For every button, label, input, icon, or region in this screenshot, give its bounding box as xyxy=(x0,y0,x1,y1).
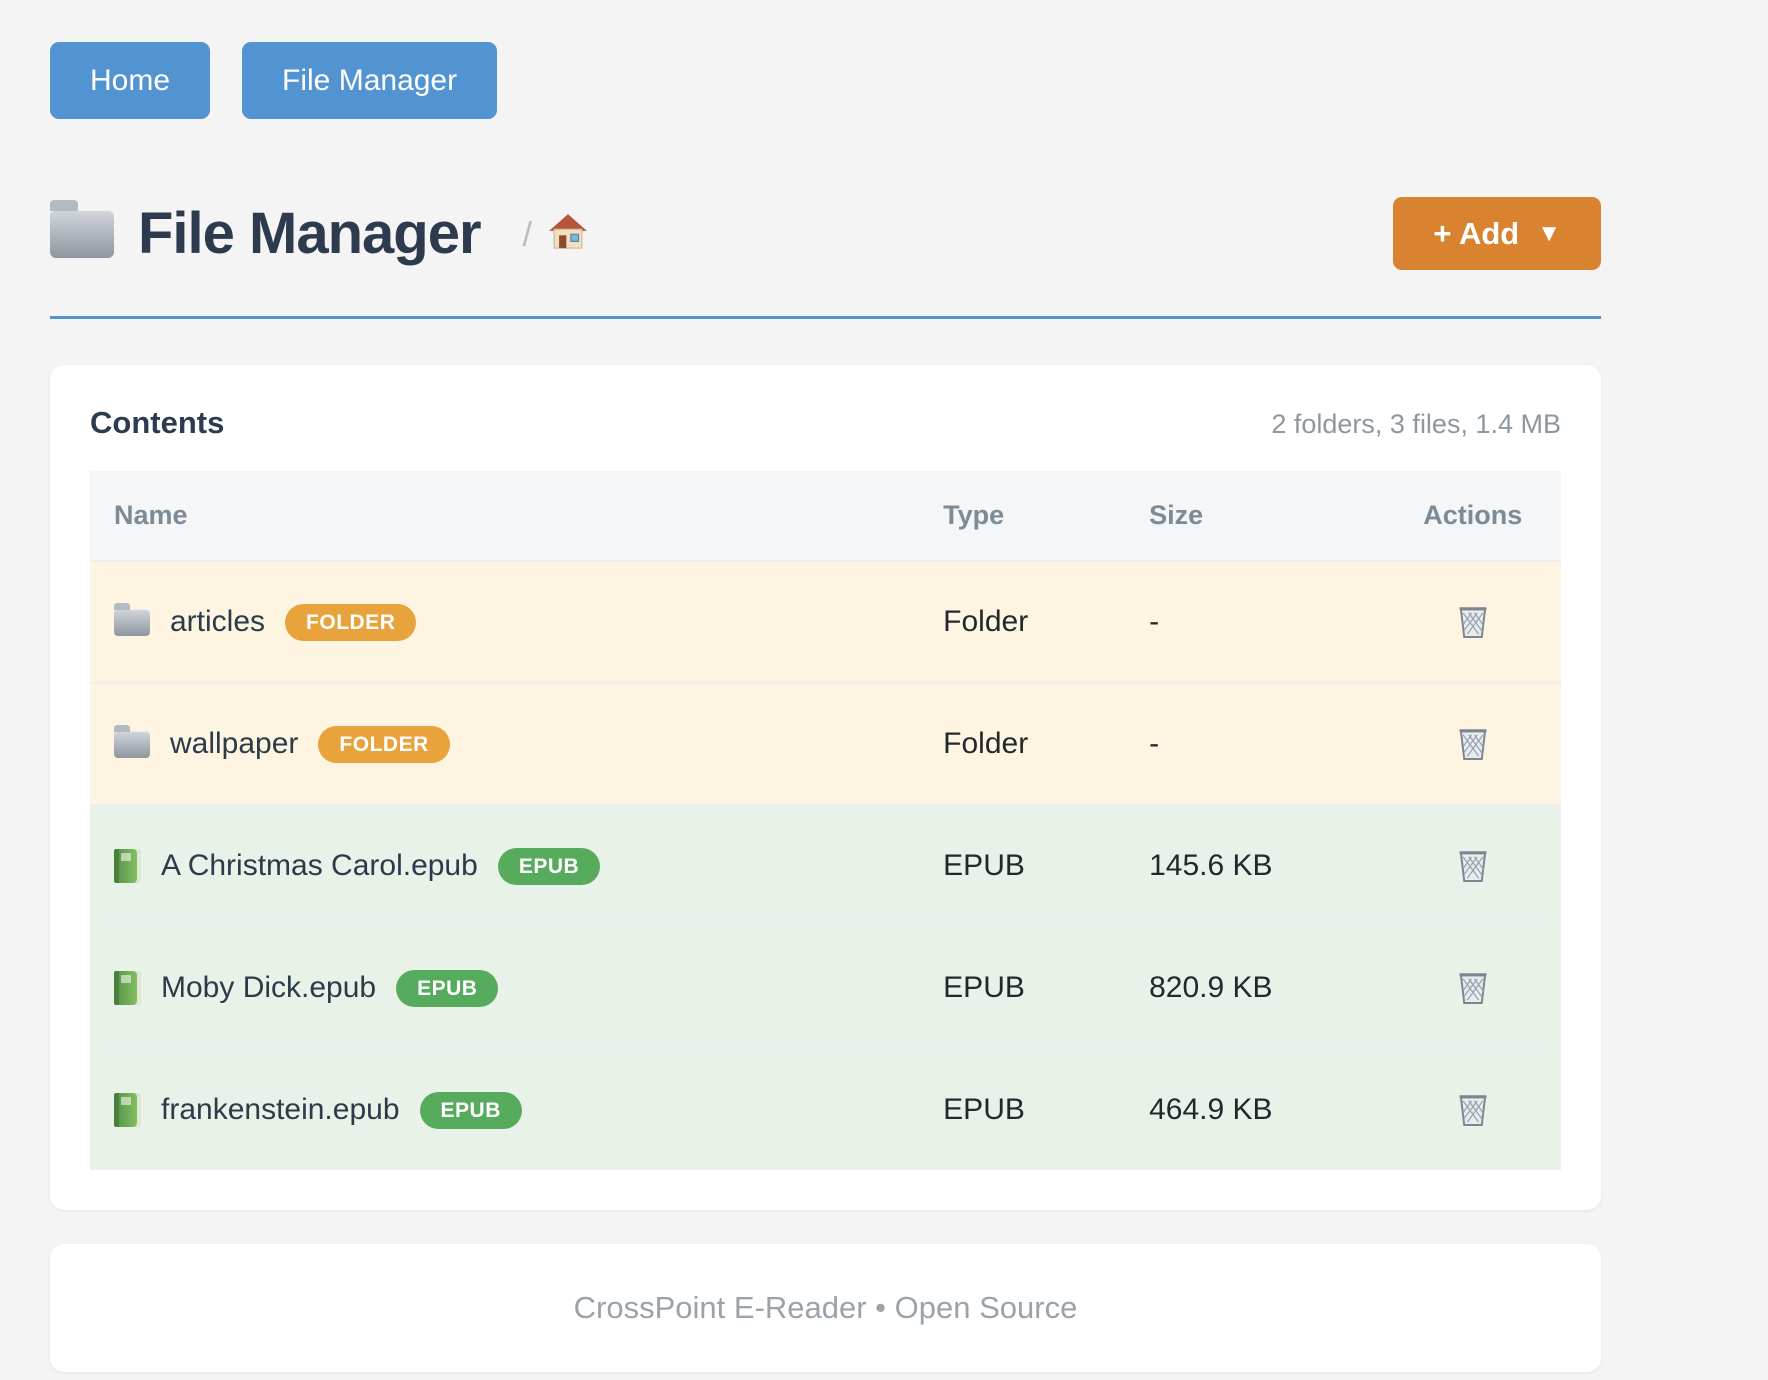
column-header-name: Name xyxy=(114,500,188,530)
delete-button[interactable] xyxy=(1452,962,1494,1013)
trash-icon xyxy=(1456,607,1490,643)
file-type: EPUB xyxy=(943,1093,1025,1126)
footer: CrossPoint E-Reader • Open Source xyxy=(50,1244,1601,1372)
footer-text: CrossPoint E-Reader • Open Source xyxy=(573,1290,1078,1325)
file-size: 464.9 KB xyxy=(1149,1093,1273,1126)
file-type: EPUB xyxy=(943,971,1025,1004)
column-header-size: Size xyxy=(1149,500,1204,530)
book-icon xyxy=(114,971,141,1005)
contents-card-header: Contents 2 folders, 3 files, 1.4 MB xyxy=(90,405,1561,441)
file-name[interactable]: frankenstein.epub xyxy=(161,1093,400,1126)
title-group: File Manager / xyxy=(50,199,588,267)
book-icon xyxy=(114,1093,141,1127)
column-header-actions: Actions xyxy=(1423,500,1523,530)
table-body: articles FOLDER Folder - wallpaper FOLDER Fold… xyxy=(90,561,1561,1170)
contents-title: Contents xyxy=(90,405,225,440)
table-row: A Christmas Carol.epub EPUB EPUB 145.6 KB xyxy=(90,805,1561,927)
file-size: - xyxy=(1149,727,1160,760)
trash-icon xyxy=(1456,1095,1490,1131)
delete-button[interactable] xyxy=(1452,596,1494,647)
table-header-row: Name Type Size Actions xyxy=(90,471,1561,561)
table-row: frankenstein.epub EPUB EPUB 464.9 KB xyxy=(90,1049,1561,1170)
page: Home File Manager File Manager / xyxy=(50,42,1601,1372)
breadcrumb-separator: / xyxy=(522,216,532,254)
column-header-type: Type xyxy=(943,500,1005,530)
book-icon xyxy=(114,849,141,883)
file-type: Folder xyxy=(943,605,1029,638)
trash-icon xyxy=(1456,851,1490,887)
file-type: EPUB xyxy=(943,849,1025,882)
add-button-label: + Add xyxy=(1433,215,1520,251)
folder-icon xyxy=(114,724,150,758)
contents-summary: 2 folders, 3 files, 1.4 MB xyxy=(1271,409,1561,439)
delete-button[interactable] xyxy=(1452,718,1494,769)
type-badge: FOLDER xyxy=(285,603,417,641)
file-table: Name Type Size Actions articles FOLDER Fol… xyxy=(90,471,1561,1170)
file-size: 820.9 KB xyxy=(1149,971,1273,1004)
trash-icon xyxy=(1456,729,1490,765)
type-badge: EPUB xyxy=(497,847,601,885)
add-dropdown-button[interactable]: + Add ▼ xyxy=(1393,197,1601,270)
table-row: wallpaper FOLDER Folder - xyxy=(90,683,1561,805)
folder-icon xyxy=(114,602,150,636)
file-name[interactable]: A Christmas Carol.epub xyxy=(161,849,478,882)
breadcrumb: / xyxy=(523,212,588,255)
folder-icon xyxy=(50,199,114,258)
trash-icon xyxy=(1456,973,1490,1009)
chevron-down-icon: ▼ xyxy=(1537,219,1561,247)
file-manager-nav-button[interactable]: File Manager xyxy=(242,42,498,119)
table-row: articles FOLDER Folder - xyxy=(90,561,1561,683)
page-header: File Manager / + Add ▼ xyxy=(50,197,1601,270)
header-divider xyxy=(50,316,1601,319)
home-icon xyxy=(548,212,588,255)
breadcrumb-home-link[interactable] xyxy=(548,212,588,255)
type-badge: EPUB xyxy=(419,1091,522,1129)
type-badge: FOLDER xyxy=(318,725,450,763)
file-name[interactable]: articles xyxy=(170,605,266,638)
contents-card: Contents 2 folders, 3 files, 1.4 MB Name… xyxy=(50,365,1601,1210)
file-name[interactable]: wallpaper xyxy=(170,727,299,760)
delete-button[interactable] xyxy=(1452,840,1494,891)
type-badge: EPUB xyxy=(396,969,499,1007)
file-name[interactable]: Moby Dick.epub xyxy=(161,971,377,1004)
file-size: 145.6 KB xyxy=(1149,849,1273,882)
page-title: File Manager xyxy=(138,201,482,266)
table-row: Moby Dick.epub EPUB EPUB 820.9 KB xyxy=(90,927,1561,1049)
file-type: Folder xyxy=(943,727,1029,760)
delete-button[interactable] xyxy=(1452,1084,1494,1135)
top-nav: Home File Manager xyxy=(50,42,1601,119)
file-size: - xyxy=(1149,605,1160,638)
home-nav-button[interactable]: Home xyxy=(50,42,211,119)
